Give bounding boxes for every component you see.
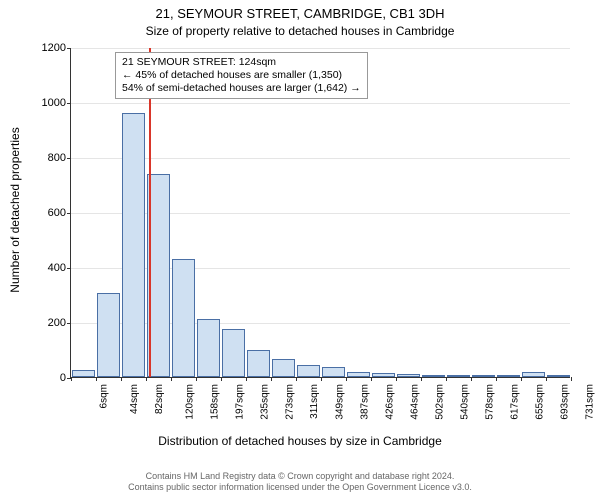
attribution-line-2: Contains public sector information licen… bbox=[0, 482, 600, 494]
x-tick-label: 617sqm bbox=[510, 384, 521, 420]
y-tick-label: 1200 bbox=[26, 42, 66, 54]
x-tick-label: 464sqm bbox=[410, 384, 421, 420]
x-tick-label: 273sqm bbox=[285, 384, 296, 420]
x-tick-mark bbox=[371, 377, 372, 381]
histogram-bar bbox=[322, 367, 346, 377]
plot-area: 21 SEYMOUR STREET: 124sqm ← 45% of detac… bbox=[70, 48, 570, 378]
callout-line-3: 54% of semi-detached houses are larger (… bbox=[122, 82, 361, 95]
x-tick-mark bbox=[146, 377, 147, 381]
x-tick-mark bbox=[96, 377, 97, 381]
x-tick-mark bbox=[121, 377, 122, 381]
gridline bbox=[71, 103, 570, 104]
x-tick-mark bbox=[496, 377, 497, 381]
y-tick-mark bbox=[67, 48, 71, 49]
y-tick-mark bbox=[67, 103, 71, 104]
x-tick-label: 731sqm bbox=[585, 384, 596, 420]
gridline bbox=[71, 158, 570, 159]
x-tick-mark bbox=[571, 377, 572, 381]
y-tick-mark bbox=[67, 213, 71, 214]
chart-container: 21, SEYMOUR STREET, CAMBRIDGE, CB1 3DH S… bbox=[0, 0, 600, 500]
histogram-bar bbox=[347, 372, 371, 378]
histogram-bar bbox=[197, 319, 221, 377]
histogram-bar bbox=[472, 375, 496, 377]
x-tick-label: 82sqm bbox=[154, 384, 165, 414]
histogram-bar bbox=[97, 293, 121, 377]
y-tick-label: 400 bbox=[26, 262, 66, 274]
gridline bbox=[71, 48, 570, 49]
x-tick-mark bbox=[346, 377, 347, 381]
y-tick-label: 200 bbox=[26, 317, 66, 329]
x-tick-mark bbox=[196, 377, 197, 381]
histogram-bar bbox=[372, 373, 396, 377]
y-axis-label: Number of detached properties bbox=[8, 127, 22, 292]
x-tick-mark bbox=[321, 377, 322, 381]
x-tick-mark bbox=[546, 377, 547, 381]
histogram-bar bbox=[497, 375, 521, 377]
histogram-bar bbox=[272, 359, 296, 377]
chart-title: 21, SEYMOUR STREET, CAMBRIDGE, CB1 3DH bbox=[0, 6, 600, 21]
attribution-footer: Contains HM Land Registry data © Crown c… bbox=[0, 471, 600, 494]
x-tick-mark bbox=[221, 377, 222, 381]
x-axis-label: Distribution of detached houses by size … bbox=[0, 434, 600, 448]
histogram-bar bbox=[247, 350, 271, 378]
histogram-bar bbox=[547, 375, 571, 377]
reference-callout: 21 SEYMOUR STREET: 124sqm ← 45% of detac… bbox=[115, 52, 368, 99]
histogram-bar bbox=[72, 370, 96, 377]
x-tick-label: 502sqm bbox=[435, 384, 446, 420]
x-tick-mark bbox=[421, 377, 422, 381]
histogram-bar bbox=[522, 372, 546, 378]
x-tick-label: 197sqm bbox=[235, 384, 246, 420]
histogram-bar bbox=[447, 375, 471, 377]
x-tick-mark bbox=[71, 377, 72, 381]
y-tick-label: 800 bbox=[26, 152, 66, 164]
y-tick-label: 0 bbox=[26, 372, 66, 384]
callout-line-1: 21 SEYMOUR STREET: 124sqm bbox=[122, 56, 361, 69]
callout-line-2: ← 45% of detached houses are smaller (1,… bbox=[122, 69, 361, 82]
x-tick-label: 387sqm bbox=[360, 384, 371, 420]
x-tick-label: 655sqm bbox=[535, 384, 546, 420]
histogram-bar bbox=[422, 375, 446, 377]
x-tick-label: 158sqm bbox=[210, 384, 221, 420]
x-tick-label: 349sqm bbox=[335, 384, 346, 420]
x-tick-mark bbox=[396, 377, 397, 381]
x-tick-label: 6sqm bbox=[98, 384, 109, 408]
x-tick-mark bbox=[271, 377, 272, 381]
attribution-line-1: Contains HM Land Registry data © Crown c… bbox=[0, 471, 600, 483]
x-tick-label: 120sqm bbox=[185, 384, 196, 420]
x-tick-label: 693sqm bbox=[560, 384, 571, 420]
y-tick-mark bbox=[67, 268, 71, 269]
y-tick-label: 600 bbox=[26, 207, 66, 219]
x-tick-label: 311sqm bbox=[309, 384, 320, 419]
histogram-bar bbox=[297, 365, 321, 377]
histogram-bar bbox=[222, 329, 246, 377]
x-tick-mark bbox=[446, 377, 447, 381]
histogram-bar bbox=[397, 374, 421, 377]
x-tick-label: 426sqm bbox=[385, 384, 396, 420]
x-tick-label: 540sqm bbox=[460, 384, 471, 420]
chart-subtitle: Size of property relative to detached ho… bbox=[0, 24, 600, 38]
histogram-bar bbox=[122, 113, 146, 377]
y-tick-label: 1000 bbox=[26, 97, 66, 109]
y-tick-mark bbox=[67, 323, 71, 324]
x-tick-mark bbox=[471, 377, 472, 381]
x-tick-label: 235sqm bbox=[260, 384, 271, 420]
x-tick-mark bbox=[171, 377, 172, 381]
histogram-bar bbox=[172, 259, 196, 377]
y-tick-mark bbox=[67, 158, 71, 159]
x-tick-label: 44sqm bbox=[129, 384, 140, 414]
x-tick-mark bbox=[296, 377, 297, 381]
x-tick-mark bbox=[246, 377, 247, 381]
x-tick-mark bbox=[521, 377, 522, 381]
x-tick-label: 578sqm bbox=[485, 384, 496, 420]
